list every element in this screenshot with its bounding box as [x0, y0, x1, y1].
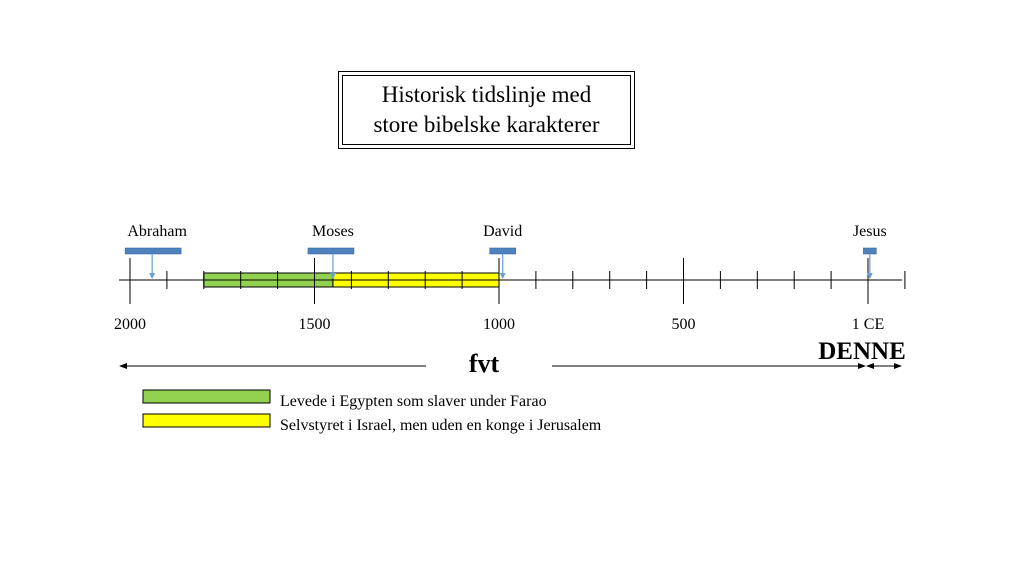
character-markers: Abraham Moses David Jesus [124, 223, 887, 279]
marker-bar [489, 247, 516, 255]
marker-arrowhead [499, 273, 506, 279]
marker-arrowhead [329, 273, 336, 279]
era-indicators: fvt DENNE [119, 338, 906, 378]
ce-arrowhead [894, 363, 902, 369]
marker-david: David [483, 223, 522, 279]
marker-bar [307, 247, 355, 255]
title-line-2: store bibelske karakterer [373, 112, 600, 137]
bce-arrowhead-right [858, 363, 866, 369]
legend-label-judges: Selvstyret i Israel, men uden en konge i… [280, 417, 602, 434]
marker-arrowhead [149, 273, 156, 279]
marker-arrowhead [866, 273, 873, 279]
tick-label: 1500 [299, 316, 331, 333]
tick-label: 500 [672, 316, 696, 333]
character-name: Moses [312, 223, 354, 240]
bce-arrowhead-left [119, 363, 127, 369]
tick-label: 2000 [114, 316, 146, 333]
character-name: Abraham [127, 223, 187, 240]
legend-swatch-judges [142, 413, 271, 428]
tick-label: 1 CE [852, 316, 884, 333]
bce-label: fvt [469, 349, 500, 378]
ce-arrowhead-back [866, 363, 874, 369]
marker-bar [124, 247, 182, 255]
marker-moses: Moses [307, 223, 355, 279]
marker-jesus: Jesus [853, 223, 887, 279]
legend-label-egypt: Levede i Egypten som slaver under Farao [280, 393, 547, 410]
legend: Levede i Egypten som slaver under Farao S… [142, 389, 602, 434]
character-name: David [483, 223, 522, 240]
marker-bar [863, 247, 877, 255]
axis-labels: 2000 1500 1000 500 1 CE [114, 316, 884, 333]
ce-label: DENNE [818, 338, 906, 365]
legend-swatch-egypt [142, 389, 271, 404]
title-line-1: Historisk tidslinje med [381, 82, 592, 107]
character-name: Jesus [853, 223, 887, 240]
marker-abraham: Abraham [124, 223, 187, 279]
title-box: Historisk tidslinje med store bibelske k… [338, 71, 635, 149]
timeline-axis [119, 258, 906, 304]
tick-label: 1000 [483, 316, 515, 333]
page-title: Historisk tidslinje med store bibelske k… [342, 75, 631, 145]
